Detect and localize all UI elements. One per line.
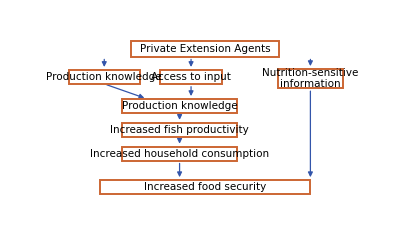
FancyBboxPatch shape: [122, 99, 237, 113]
Text: Private Extension Agents: Private Extension Agents: [140, 44, 270, 54]
Text: Production knowledge: Production knowledge: [46, 72, 162, 82]
Text: Access to input: Access to input: [151, 72, 231, 82]
FancyBboxPatch shape: [69, 70, 140, 84]
Text: Production knowledge: Production knowledge: [122, 101, 237, 111]
FancyBboxPatch shape: [122, 147, 237, 161]
FancyBboxPatch shape: [122, 123, 237, 137]
FancyBboxPatch shape: [278, 69, 343, 88]
Text: Nutrition-sensitive
information: Nutrition-sensitive information: [262, 68, 358, 89]
Text: Increased fish productivity: Increased fish productivity: [110, 125, 249, 135]
FancyBboxPatch shape: [160, 70, 222, 84]
Text: Increased food security: Increased food security: [144, 182, 266, 192]
FancyBboxPatch shape: [100, 180, 310, 194]
FancyBboxPatch shape: [131, 41, 279, 57]
Text: Increased household consumption: Increased household consumption: [90, 149, 269, 158]
